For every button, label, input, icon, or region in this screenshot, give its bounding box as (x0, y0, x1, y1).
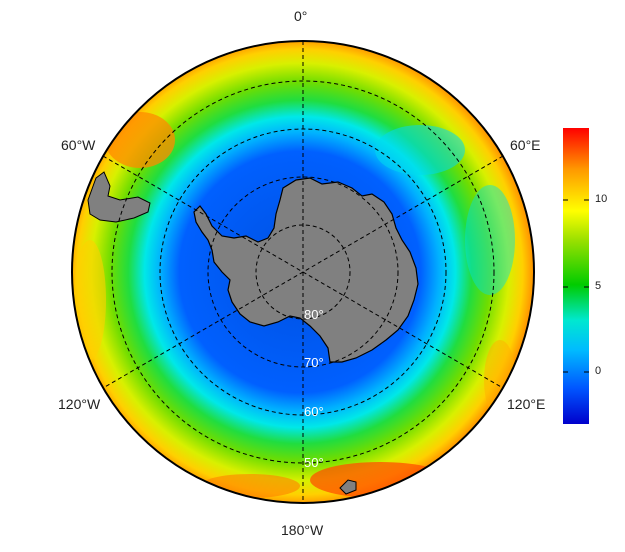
lat-label-50: 50° (304, 455, 324, 470)
map-border (71, 40, 535, 504)
lat-label-70: 70° (304, 355, 324, 370)
south-america-land (87, 171, 151, 223)
colorbar-ticks (563, 199, 589, 373)
lon-label-0: 0° (294, 8, 308, 24)
lat-label-80: 80° (304, 307, 324, 322)
lon-label-60e: 60°E (510, 137, 541, 153)
colorbar-tick-10: 10 (595, 193, 608, 205)
colorbar-tick-0: 0 (595, 365, 602, 377)
graticule (102, 41, 504, 503)
colorbar (563, 128, 589, 424)
new-zealand-land (339, 479, 357, 495)
lon-label-120w: 120°W (58, 396, 101, 412)
lat-label-60: 60° (304, 404, 324, 419)
lon-label-180w: 180°W (281, 522, 324, 538)
colorbar-tick-5: 5 (595, 280, 602, 292)
lon-label-60w: 60°W (61, 137, 96, 153)
lon-label-120e: 120°E (507, 396, 546, 412)
